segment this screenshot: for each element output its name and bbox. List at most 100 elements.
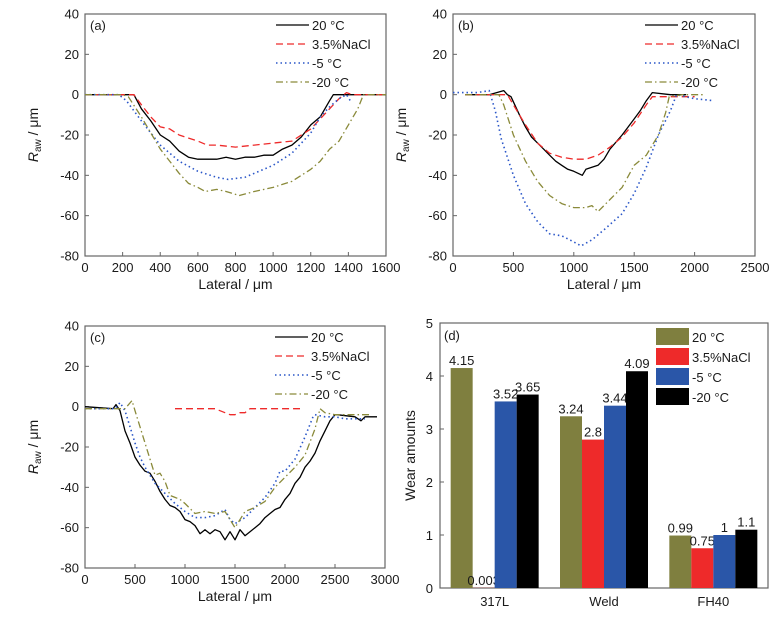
x-tick-label: 1000 (171, 572, 200, 587)
x-tick-label: 200 (112, 260, 134, 275)
x-tick-label: 1600 (372, 260, 401, 275)
series-line-3 (85, 399, 370, 529)
y-tick-label: -80 (60, 561, 79, 576)
bar-value-label: 3.24 (558, 401, 583, 416)
y-tick-label: 40 (65, 7, 79, 22)
bar-value-label: 3.65 (515, 380, 540, 395)
y-tick-label: 1 (426, 528, 433, 543)
panel-label: (d) (444, 328, 460, 343)
y-axis-label-symbol: R (393, 152, 409, 162)
series-line-2 (85, 401, 365, 525)
x-tick-label: 3000 (371, 572, 400, 587)
y-tick-label: 0 (440, 87, 447, 102)
y-tick-label: 4 (426, 369, 433, 384)
y-tick-label: -20 (60, 440, 79, 455)
y-axis-label-subscript: aw (33, 450, 44, 464)
legend-label: 3.5%NaCl (681, 37, 740, 52)
y-tick-label: 0 (72, 399, 79, 414)
legend-swatch (656, 368, 689, 385)
x-axis-label: Lateral / μm (567, 276, 641, 292)
bar (669, 535, 692, 588)
series-line-0 (85, 403, 377, 541)
y-axis-label: Raw / μm (25, 108, 44, 162)
x-tick-label: 0 (449, 260, 456, 275)
legend-label: -5 °C (312, 56, 342, 71)
bar (604, 405, 626, 588)
y-tick-label: 5 (426, 316, 433, 331)
legend-label: 20 °C (692, 330, 725, 345)
y-axis-label-unit: / μm (25, 108, 41, 139)
legend-label: 20 °C (311, 330, 344, 345)
y-tick-label: 2 (426, 475, 433, 490)
x-tick-label: 500 (503, 260, 525, 275)
x-tick-label: 2000 (680, 260, 709, 275)
legend-swatch (656, 348, 689, 365)
legend-swatch (656, 388, 689, 405)
legend-label: -5 °C (681, 56, 711, 71)
y-tick-label: -60 (428, 208, 447, 223)
y-tick-label: 0 (72, 87, 79, 102)
series-line-3 (465, 94, 704, 213)
y-axis-label-subscript: aw (401, 138, 412, 152)
bar (582, 439, 604, 588)
y-tick-label: -40 (428, 168, 447, 183)
x-category-label: Weld (589, 594, 618, 609)
legend-label: 3.5%NaCl (692, 350, 751, 365)
x-category-label: 317L (480, 594, 509, 609)
y-tick-label: 3 (426, 422, 433, 437)
bar-value-label: 1 (721, 520, 728, 535)
bar-value-label: 0.003 (467, 573, 500, 588)
y-tick-label: -60 (60, 520, 79, 535)
y-tick-label: 20 (65, 359, 79, 374)
x-tick-label: 2500 (321, 572, 350, 587)
bar (560, 416, 582, 588)
y-tick-label: -40 (60, 168, 79, 183)
y-tick-label: -40 (60, 480, 79, 495)
panel-label: (b) (458, 18, 474, 33)
y-axis-label: Raw / μm (393, 108, 412, 162)
legend-label: -5 °C (692, 370, 722, 385)
x-tick-label: 1500 (620, 260, 649, 275)
panel-c: -80 -60 -40 -20 0 20 40 0 500 1000 1500 2000 2500 300… (25, 319, 399, 605)
panel-b: -80 -60 -40 -20 0 20 40 0 500 1000 1500 2000 2500 Lat… (393, 7, 769, 293)
bar (691, 548, 714, 588)
bar-value-label: 4.09 (624, 356, 649, 371)
series-line-2 (453, 89, 714, 247)
legend-label: 3.5%NaCl (311, 349, 370, 364)
y-tick-label: -80 (428, 249, 447, 264)
panel-label: (a) (90, 18, 106, 33)
x-tick-label: 500 (124, 572, 146, 587)
bar-value-label: 0.99 (668, 521, 693, 536)
bar-value-label: 3.52 (493, 386, 518, 401)
legend-label: -20 °C (311, 387, 348, 402)
bar (516, 394, 539, 588)
y-tick-label: 20 (65, 47, 79, 62)
bar-value-label: 2.8 (584, 425, 602, 440)
y-axis-label-symbol: R (25, 152, 41, 162)
y-tick-label: 20 (433, 47, 447, 62)
x-tick-label: 800 (225, 260, 247, 275)
legend-label: -20 °C (681, 75, 718, 90)
legend-label: 3.5%NaCl (312, 37, 371, 52)
x-tick-label: 0 (81, 572, 88, 587)
y-axis-label-unit: / μm (393, 108, 409, 139)
legend-swatch (656, 328, 689, 345)
panel-label: (c) (90, 330, 105, 345)
legend-label: 20 °C (681, 18, 714, 33)
x-tick-label: 1000 (559, 260, 588, 275)
y-axis-label: Wear amounts (402, 410, 418, 501)
bar-value-label: 1.1 (737, 515, 755, 530)
y-tick-label: 40 (65, 319, 79, 334)
y-axis-label: Raw / μm (25, 420, 44, 474)
x-category-label: FH40 (697, 594, 729, 609)
x-tick-label: 2000 (271, 572, 300, 587)
y-axis-label-unit: / μm (25, 420, 41, 451)
y-tick-label: -20 (60, 128, 79, 143)
x-tick-label: 1500 (221, 572, 250, 587)
series-line-3 (85, 94, 386, 197)
bar (713, 535, 736, 588)
bar-value-label: 3.44 (602, 391, 627, 406)
y-tick-label: -60 (60, 208, 79, 223)
